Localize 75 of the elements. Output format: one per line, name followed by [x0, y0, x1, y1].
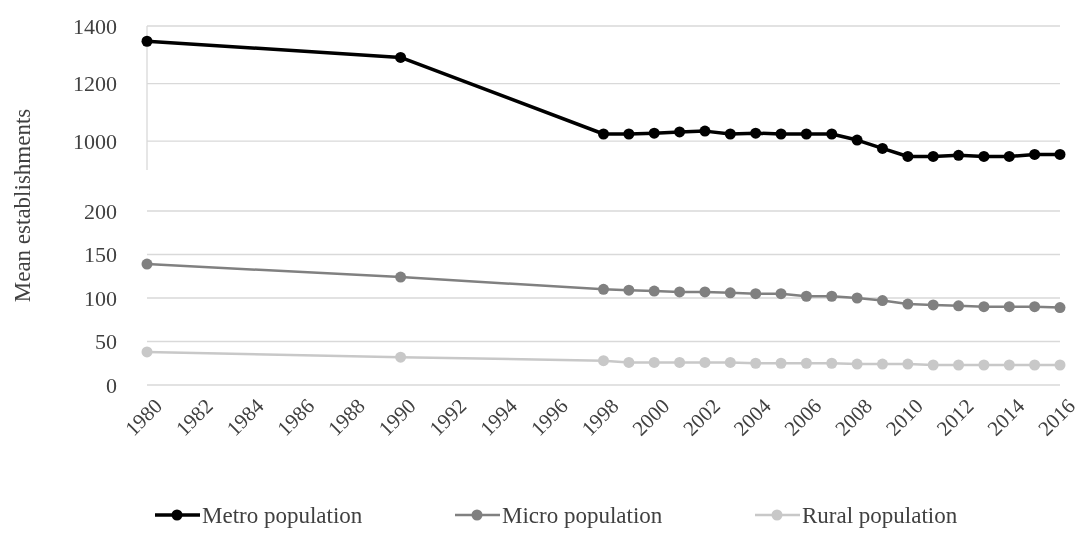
- point: [927, 299, 939, 311]
- point: [623, 128, 635, 140]
- y-tick-label: 0: [106, 372, 117, 398]
- point: [876, 142, 888, 154]
- point: [395, 51, 407, 63]
- point: [902, 298, 914, 310]
- point: [674, 286, 686, 298]
- point: [902, 150, 914, 162]
- point: [851, 134, 863, 146]
- point: [395, 351, 407, 363]
- point: [750, 127, 762, 139]
- point: [851, 292, 863, 304]
- point: [648, 285, 660, 297]
- point: [623, 356, 635, 368]
- point: [953, 359, 965, 371]
- point: [1029, 359, 1041, 371]
- y-tick-label: 200: [84, 198, 117, 224]
- point: [623, 284, 635, 296]
- point: [598, 283, 609, 295]
- point: [978, 150, 990, 162]
- point: [598, 355, 609, 367]
- point: [648, 356, 660, 368]
- y-tick-label: 1400: [73, 13, 117, 39]
- y-tick-label: 100: [84, 285, 117, 311]
- point: [1054, 359, 1066, 371]
- point: [775, 128, 787, 140]
- point: [141, 346, 153, 358]
- point: [699, 356, 711, 368]
- point: [800, 357, 812, 369]
- point: [674, 126, 686, 138]
- point: [978, 301, 990, 313]
- point: [1029, 148, 1041, 160]
- point: [1003, 150, 1015, 162]
- y-axis-title: Mean establishments: [10, 108, 35, 303]
- point: [1054, 302, 1066, 314]
- point: [1003, 301, 1015, 313]
- point: [1029, 301, 1041, 313]
- point: [876, 295, 888, 307]
- point: [1003, 359, 1015, 371]
- point: [902, 358, 914, 370]
- point: [826, 128, 838, 140]
- point: [775, 357, 787, 369]
- point: [826, 290, 838, 302]
- point: [953, 300, 965, 312]
- point: [141, 35, 153, 47]
- legend-label: Micro population: [502, 503, 663, 529]
- point: [953, 149, 965, 161]
- point: [800, 290, 812, 302]
- point: [699, 286, 711, 298]
- point: [699, 125, 711, 137]
- point: [724, 128, 736, 140]
- y-tick-label: 1200: [73, 71, 117, 97]
- point: [800, 128, 812, 140]
- point: [826, 357, 838, 369]
- point: [395, 271, 407, 283]
- point: [927, 150, 939, 162]
- point: [648, 127, 660, 139]
- y-tick-label: 150: [84, 242, 117, 268]
- point: [1054, 148, 1066, 160]
- y-tick-label: 50: [95, 329, 117, 355]
- legend-label: Metro population: [202, 503, 363, 529]
- y-tick-label: 1000: [73, 128, 117, 154]
- point: [927, 359, 939, 371]
- point: [724, 356, 736, 368]
- point: [598, 128, 609, 140]
- point: [750, 357, 762, 369]
- point: [141, 258, 153, 270]
- point: [775, 288, 787, 300]
- point: [978, 359, 990, 371]
- point: [876, 358, 888, 370]
- point: [750, 288, 762, 300]
- point: [851, 358, 863, 370]
- point: [724, 287, 736, 299]
- legend-label: Rural population: [802, 503, 958, 529]
- point: [674, 356, 686, 368]
